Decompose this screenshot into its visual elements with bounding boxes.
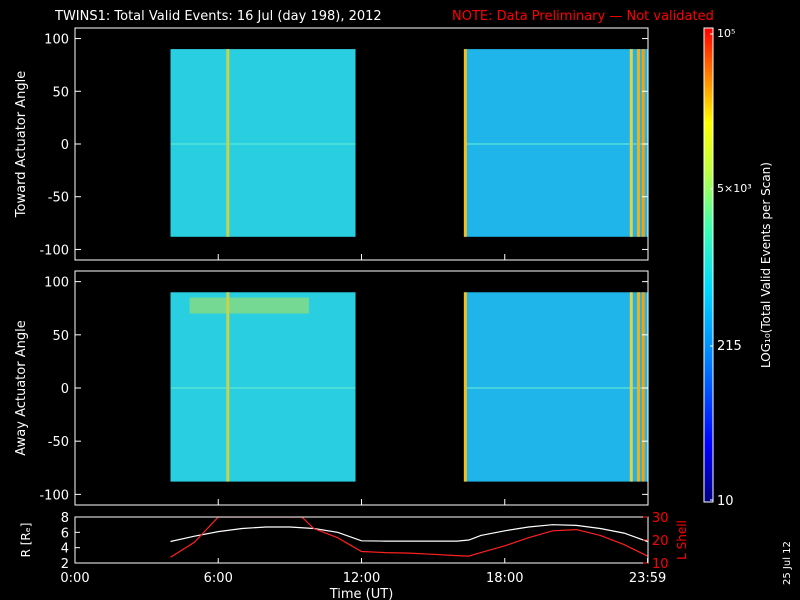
- radius-series-line: [170, 524, 648, 543]
- toward-y-tick-label: -100: [39, 243, 69, 258]
- time-x-tick-label: 6:00: [204, 571, 233, 586]
- colorbar-tick-label: 5×10³: [717, 182, 752, 195]
- colorbar-tick-label: 10⁵: [717, 27, 735, 40]
- away-heatmap-panel: 100 50 0 -50 -100 Away Actuator Angle: [14, 270, 649, 506]
- colorbar-frame: [703, 27, 714, 503]
- away-y-tick-label: 50: [52, 329, 69, 344]
- radius-axis-label: R [Rₑ]: [19, 523, 33, 558]
- time-x-tick-label: 12:00: [343, 571, 380, 586]
- away-streak: [636, 292, 640, 482]
- lshell-y-tick-label: 10: [652, 557, 669, 572]
- orbit-plot-area: [75, 517, 648, 563]
- radius-y-tick-label: 6: [61, 526, 69, 541]
- colorbar-gradient: [704, 28, 713, 502]
- toward-y-tick-label: -50: [48, 191, 69, 206]
- toward-y-tick-label: 50: [52, 85, 69, 100]
- away-data-block: [464, 292, 648, 482]
- away-y-tick-label: -50: [48, 435, 69, 450]
- colorbar-label: LOG₁₀(Total Valid Events per Scan): [759, 162, 773, 368]
- toward-heatmap-panel: 100 50 0 -50 -100 Toward Actuator Angle: [14, 27, 649, 261]
- toward-streak: [629, 49, 633, 237]
- colorbar-tick-label: 10: [717, 494, 734, 509]
- away-streak: [641, 292, 645, 482]
- colorbar: 10⁵ 5×10³ 215 10 LOG₁₀(Total Valid Event…: [703, 27, 773, 509]
- preliminary-note: NOTE: Data Preliminary — Not validated: [452, 9, 714, 24]
- toward-y-axis-label: Toward Actuator Angle: [14, 71, 29, 218]
- toward-y-tick-label: 0: [61, 138, 69, 153]
- away-hot-region: [189, 297, 309, 314]
- time-x-tick-label: 18:00: [486, 571, 523, 586]
- away-y-tick-label: -100: [39, 488, 69, 503]
- toward-streak: [226, 49, 230, 237]
- away-data-block: [170, 292, 356, 482]
- radius-y-tick-label: 4: [61, 542, 69, 557]
- away-streak: [226, 292, 230, 482]
- away-y-tick-label: 0: [61, 382, 69, 397]
- date-stamp: 25 Jul 12: [782, 541, 793, 585]
- lshell-y-tick-label: 20: [652, 534, 669, 549]
- figure-title: TWINS1: Total Valid Events: 16 Jul (day …: [54, 9, 382, 24]
- toward-streak: [641, 49, 645, 237]
- away-streak: [463, 292, 467, 482]
- away-y-axis-label: Away Actuator Angle: [14, 320, 29, 455]
- toward-streak: [636, 49, 640, 237]
- lshell-axis-label: L Shell: [675, 520, 689, 560]
- toward-data-block: [170, 49, 356, 237]
- radius-y-tick-label: 2: [61, 557, 69, 572]
- away-streak: [629, 292, 633, 482]
- toward-data-block: [464, 49, 648, 237]
- toward-streak: [463, 49, 467, 237]
- lshell-series-line: [170, 517, 648, 558]
- radius-y-tick-label: 8: [61, 511, 69, 526]
- time-x-tick-label: 23:59: [629, 571, 666, 586]
- away-y-tick-label: 100: [44, 276, 69, 291]
- time-x-tick-label: 0:00: [60, 571, 89, 586]
- time-axis-label: Time (UT): [329, 587, 394, 600]
- lshell-y-tick-label: 30: [652, 511, 669, 526]
- toward-y-tick-label: 100: [44, 33, 69, 48]
- colorbar-tick-label: 215: [717, 339, 742, 354]
